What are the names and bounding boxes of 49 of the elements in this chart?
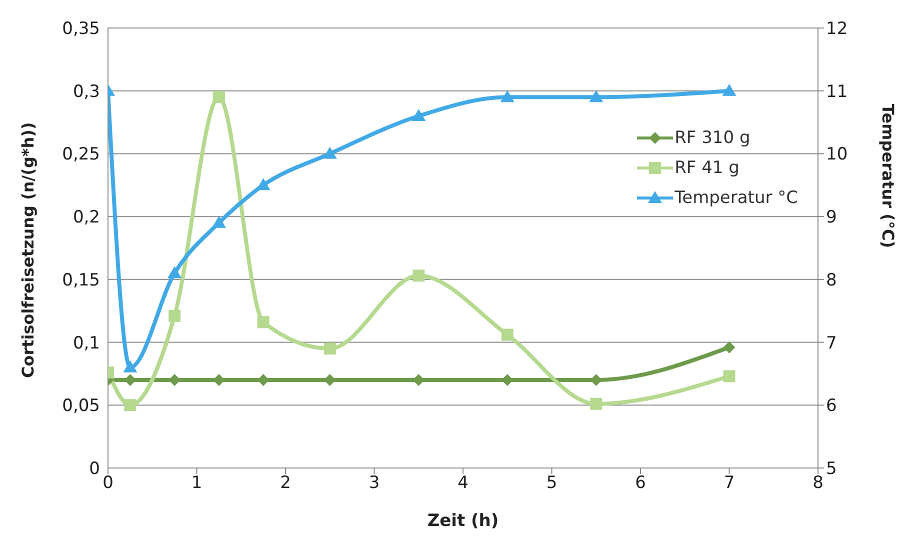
point — [723, 370, 736, 382]
legend-label: Temperatur °C — [674, 188, 798, 208]
x-tick-label: 4 — [458, 473, 468, 494]
y-tick-label: 0,35 — [62, 19, 100, 40]
y2-tick-label: 12 — [826, 19, 848, 40]
point — [123, 360, 138, 372]
point — [124, 399, 136, 412]
y-tick-label: 0 — [89, 459, 100, 480]
y2-tick-label: 7 — [826, 333, 837, 354]
x-tick-label: 5 — [546, 473, 558, 494]
point — [322, 146, 337, 159]
point — [257, 316, 270, 328]
point — [412, 109, 426, 121]
y2-tick-label: 11 — [826, 82, 848, 102]
point — [501, 328, 514, 341]
y2-tick-label: 10 — [826, 144, 848, 165]
y-tick-label: 0,2 — [72, 208, 100, 228]
point — [212, 216, 226, 228]
legend-label: RF 310 g — [674, 128, 750, 148]
x-tick-label: 0 — [102, 473, 114, 494]
legend-label: RF 41 g — [674, 158, 740, 178]
y2-tick-label: 9 — [826, 208, 837, 228]
x-tick-label: 1 — [191, 473, 202, 494]
y-tick-label: 0,15 — [62, 270, 100, 290]
x-tick-label: 7 — [724, 473, 735, 494]
point — [168, 310, 181, 322]
y-axis-title: Cortisolfreisetzung (n/(g*h)) — [18, 122, 38, 378]
point — [500, 90, 514, 102]
y2-tick-label: 6 — [826, 396, 837, 416]
x-tick-label: 6 — [635, 473, 646, 494]
y-tick-label: 0,05 — [62, 396, 100, 416]
point — [168, 266, 182, 278]
point — [212, 91, 225, 104]
x-tick-label: 8 — [812, 473, 824, 494]
y-tick-label: 0,25 — [62, 144, 100, 165]
point — [722, 84, 736, 96]
point — [324, 342, 336, 355]
point — [589, 90, 604, 102]
y-tick-label: 0,1 — [72, 333, 100, 354]
y2-tick-label: 8 — [826, 270, 837, 290]
y2-axis-title: Temperatur (°C) — [878, 104, 898, 248]
x-tick-label: 2 — [280, 473, 291, 494]
y2-tick-label: 5 — [826, 459, 837, 480]
point — [590, 398, 602, 410]
point — [723, 341, 736, 354]
y-tick-label: 0,3 — [72, 82, 100, 102]
point — [412, 270, 425, 282]
x-axis-title: Zeit (h) — [427, 511, 499, 531]
x-tick-label: 3 — [368, 473, 380, 494]
